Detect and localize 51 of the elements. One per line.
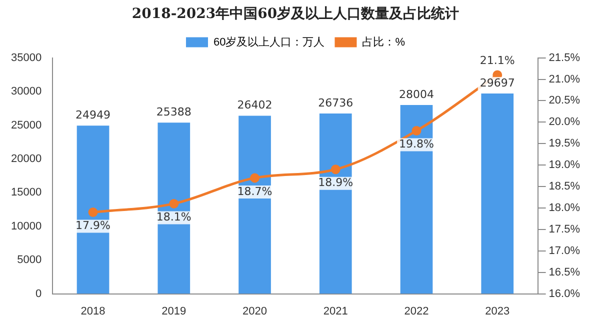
point — [250, 173, 260, 183]
x-tick-label: 2018 — [80, 305, 106, 318]
bar — [400, 104, 433, 294]
y-tick-label: 10000 — [10, 220, 42, 232]
bar — [319, 114, 352, 294]
data-label: 26402 — [237, 98, 272, 112]
data-label: 24949 — [76, 108, 111, 122]
y-tick-label: 15000 — [10, 186, 42, 199]
y2-tick-label: 20.5% — [548, 94, 580, 107]
point — [330, 164, 340, 174]
data-label: 18.1% — [156, 210, 192, 224]
x-tick-label: 2023 — [485, 305, 510, 318]
y2-tick-label: 17.5% — [548, 223, 580, 236]
y-tick-label: 30000 — [10, 86, 42, 98]
data-label: 18.7% — [237, 184, 272, 198]
point — [88, 208, 98, 218]
y2-tick-label: 16.5% — [548, 266, 580, 278]
data-label: 18.9% — [318, 176, 354, 190]
bar — [238, 116, 271, 294]
y-tick-label: 35000 — [10, 52, 42, 64]
legend-label: 占比：% — [362, 35, 406, 48]
y-tick-label: 5000 — [17, 254, 42, 266]
y2-tick-label: 21.5% — [548, 52, 580, 64]
data-label: 26736 — [318, 96, 354, 110]
y2-tick-label: 21.0% — [548, 73, 580, 86]
data-label: 17.9% — [76, 219, 110, 232]
x-tick-label: 2020 — [242, 305, 268, 318]
y-tick-label: 0 — [35, 288, 42, 300]
data-label: 21.1% — [480, 54, 515, 67]
data-label: 29697 — [480, 76, 515, 90]
point — [412, 126, 422, 136]
y2-tick-label: 20.0% — [548, 116, 580, 128]
x-tick-label: 2021 — [323, 305, 348, 318]
y2-tick-label: 19.0% — [548, 159, 580, 172]
y2-tick-label: 19.5% — [548, 138, 580, 150]
x-tick-label: 2019 — [162, 305, 186, 318]
chart-title: 2018-2023年中国60岁及以上人口数量及占比统计 — [132, 5, 460, 22]
bar — [158, 122, 190, 294]
point — [169, 198, 179, 208]
bar — [481, 94, 514, 294]
data-label: 25388 — [156, 105, 192, 118]
y-tick-label: 25000 — [10, 119, 42, 132]
data-label: 19.8% — [399, 138, 434, 151]
y2-tick-label: 18.0% — [548, 202, 580, 214]
x-tick-label: 2022 — [404, 305, 429, 318]
y2-tick-label: 16.0% — [548, 288, 580, 300]
y2-tick-label: 17.0% — [548, 244, 580, 257]
y-tick-label: 20000 — [10, 152, 42, 165]
y2-tick-label: 18.5% — [548, 180, 580, 193]
legend-label: 60岁及以上人口：万人 — [213, 35, 325, 48]
data-label: 28004 — [399, 88, 434, 101]
